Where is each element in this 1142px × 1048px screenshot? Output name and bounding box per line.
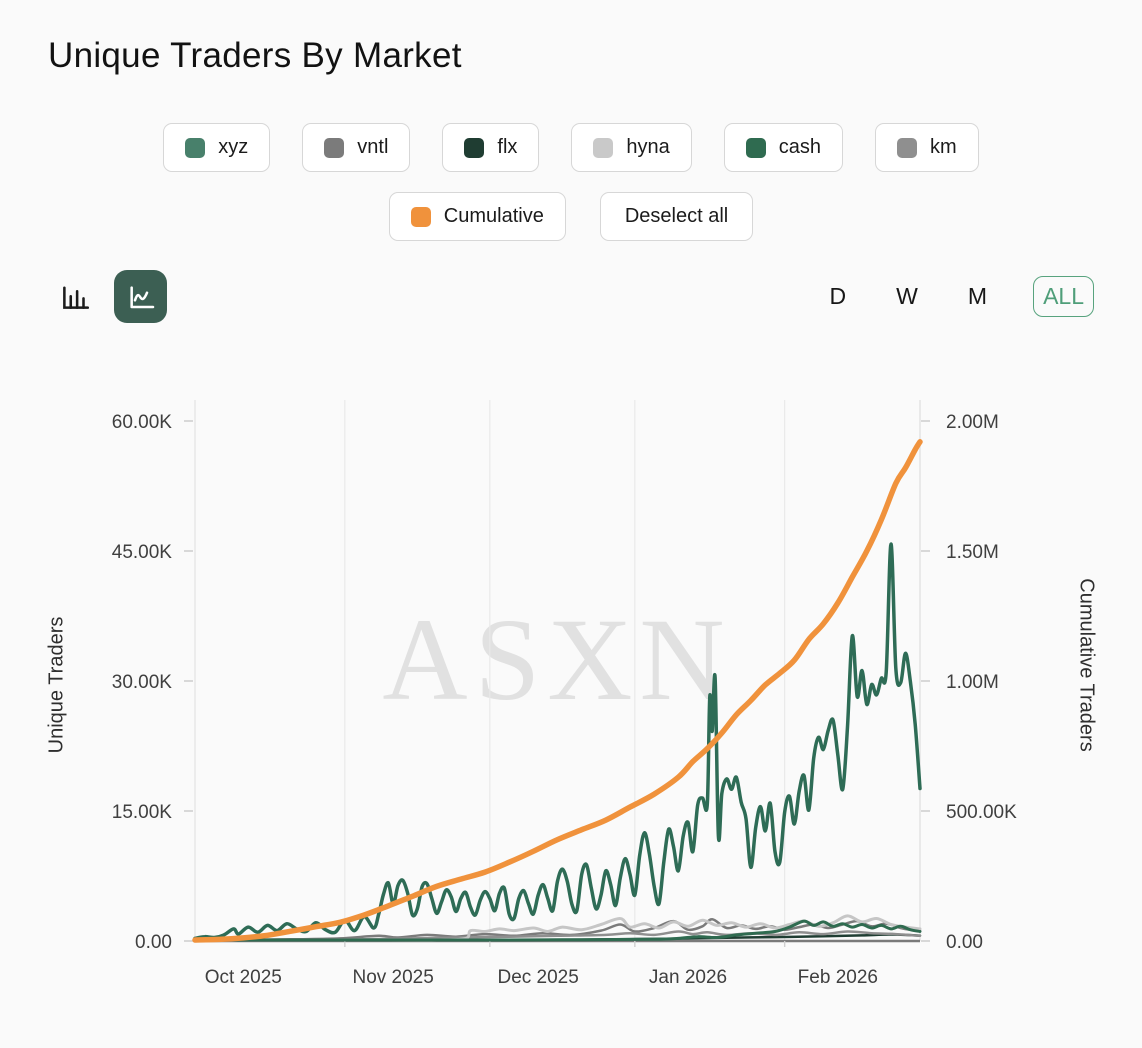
legend-swatch <box>324 137 345 158</box>
legend-market-flx[interactable]: flx <box>442 123 540 172</box>
legend-market-hyna[interactable]: hyna <box>571 123 692 172</box>
legend-label: Cumulative <box>443 205 544 227</box>
legend-market-km[interactable]: km <box>875 123 979 172</box>
legend-cumulative[interactable]: Cumulative <box>388 192 566 241</box>
svg-text:1.00M: 1.00M <box>946 672 999 693</box>
time-range-selector: D W M ALL <box>826 270 1094 323</box>
line-chart-toggle-button[interactable] <box>114 270 167 323</box>
watermark: ASXN <box>382 594 732 725</box>
range-m-button[interactable]: M <box>964 281 991 312</box>
svg-text:15.00K: 15.00K <box>112 802 173 823</box>
legend-label: km <box>930 136 957 158</box>
svg-text:0.00: 0.00 <box>946 932 983 953</box>
legend-label: flx <box>497 136 518 158</box>
series-line-cash <box>193 919 922 942</box>
legend-actions-row: Cumulative Deselect all <box>0 192 1142 241</box>
legend-label: xyz <box>218 136 249 158</box>
legend-market-vntl[interactable]: vntl <box>302 123 411 172</box>
legend-swatch <box>745 137 766 158</box>
series-line-flx <box>193 933 922 942</box>
svg-text:Oct 2025: Oct 2025 <box>205 967 282 988</box>
deselect-all-button[interactable]: Deselect all <box>599 192 754 241</box>
deselect-all-label: Deselect all <box>624 205 729 227</box>
legend-swatch <box>185 137 206 158</box>
legend-label: cash <box>778 136 822 158</box>
series-line-vntl <box>193 918 922 942</box>
legend-swatch <box>593 137 614 158</box>
svg-text:60.00K: 60.00K <box>112 412 173 433</box>
svg-text:2.00M: 2.00M <box>946 412 999 433</box>
legend-label: hyna <box>626 136 670 158</box>
legend-market-cash[interactable]: cash <box>723 123 844 172</box>
svg-text:Jan 2026: Jan 2026 <box>649 967 727 988</box>
svg-text:Nov 2025: Nov 2025 <box>352 967 433 988</box>
range-w-button[interactable]: W <box>892 281 922 312</box>
legend-swatch <box>464 137 485 158</box>
svg-text:30.00K: 30.00K <box>112 672 173 693</box>
range-d-button[interactable]: D <box>826 281 851 312</box>
chart-type-toggle <box>52 270 167 323</box>
svg-text:Dec 2025: Dec 2025 <box>497 967 578 988</box>
bar-chart-toggle-button[interactable] <box>52 270 98 323</box>
svg-text:45.00K: 45.00K <box>112 542 173 563</box>
legend-swatch <box>897 137 918 158</box>
series-line-hyna <box>193 914 922 942</box>
legend-label: vntl <box>357 136 389 158</box>
svg-text:Feb 2026: Feb 2026 <box>798 967 878 988</box>
y-axis-label-left: Unique Traders <box>45 616 68 754</box>
y-axis-label-right: Cumulative Traders <box>1075 578 1098 752</box>
range-all-button[interactable]: ALL <box>1033 276 1094 317</box>
line-chart-icon <box>125 281 157 313</box>
legend-market-xyz[interactable]: xyz <box>163 123 271 172</box>
legend-markets-row: xyz vntl flx hyna cash km <box>0 123 1142 172</box>
legend-swatch <box>410 206 431 227</box>
bar-chart-icon <box>58 280 92 314</box>
svg-text:0.00: 0.00 <box>135 932 172 953</box>
svg-text:500.00K: 500.00K <box>946 802 1017 823</box>
series-line-km <box>193 930 922 942</box>
svg-text:1.50M: 1.50M <box>946 542 999 563</box>
page-title: Unique Traders By Market <box>48 36 462 75</box>
